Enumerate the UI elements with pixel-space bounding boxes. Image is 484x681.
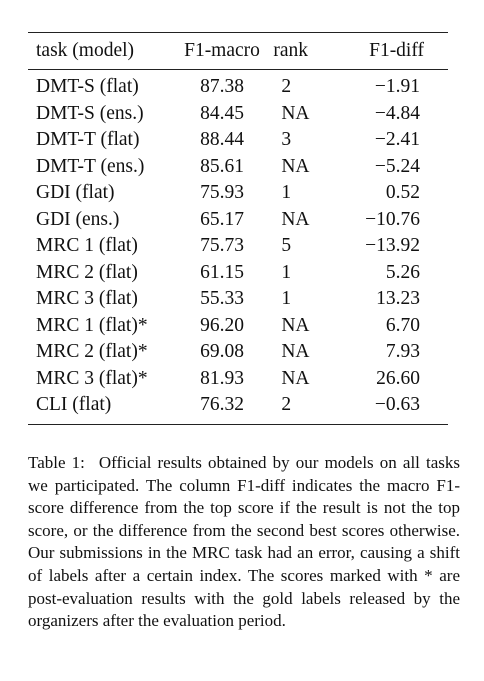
cell-task: DMT-T (flat) (36, 129, 140, 150)
cell-rank: 5 (281, 235, 292, 256)
cell-f1-diff: 26.60 (376, 367, 420, 389)
cell-rank: 2 (281, 76, 292, 97)
cell-f1-diff: −5.24 (374, 155, 420, 177)
cell-rank: NA (281, 102, 310, 124)
header-f1-diff: F1-diff (369, 39, 424, 61)
cell-f1-macro: 84.45 (200, 102, 244, 124)
header-f1-macro: F1-macro (184, 39, 260, 61)
cell-f1-macro: 75.93 (200, 182, 244, 203)
cell-task: MRC 2 (flat) (36, 261, 138, 283)
table-row: MRC 3 (flat)* 81.93 NA 26.60 (28, 366, 448, 393)
cell-f1-diff: 13.23 (376, 288, 420, 309)
table-row: DMT-T (ens.) 85.61 NA −5.24 (28, 154, 448, 181)
cell-task: DMT-T (ens.) (36, 155, 145, 177)
table-row: DMT-S (ens.) 84.45 NA −4.84 (28, 101, 448, 128)
cell-f1-diff: −1.91 (374, 76, 420, 97)
cell-task: MRC 3 (flat) (36, 288, 138, 309)
cell-rank: NA (281, 208, 310, 230)
cell-f1-macro: 87.38 (200, 76, 244, 97)
table-caption: Table 1: Official results obtained by our… (28, 452, 460, 633)
caption-label: Table 1: (28, 453, 85, 472)
header-task: task (model) (36, 39, 135, 61)
header-row: task (model) F1-macro rank F1-diff (28, 32, 448, 70)
cell-f1-diff: −13.92 (365, 235, 420, 256)
cell-task: DMT-S (flat) (36, 76, 139, 97)
cell-f1-macro: 65.17 (200, 208, 244, 230)
table-row: MRC 1 (flat)* 96.20 NA 6.70 (28, 313, 448, 340)
cell-rank: 3 (281, 129, 292, 150)
cell-f1-diff: −10.76 (365, 208, 420, 230)
table-row: MRC 2 (flat) 61.15 1 5.26 (28, 260, 448, 287)
cell-rank: 1 (281, 288, 292, 309)
table-row: MRC 3 (flat) 55.33 1 13.23 (28, 286, 448, 313)
cell-f1-macro: 55.33 (200, 288, 244, 309)
cell-f1-macro: 96.20 (200, 314, 244, 336)
cell-rank: NA (281, 367, 310, 389)
table-row: MRC 2 (flat)* 69.08 NA 7.93 (28, 339, 448, 366)
cell-f1-diff: −4.84 (374, 102, 420, 124)
cell-task: CLI (flat) (36, 394, 112, 415)
cell-f1-diff: 6.70 (385, 314, 420, 336)
cell-task: MRC 1 (flat)* (36, 314, 148, 336)
table-row: GDI (flat) 75.93 1 0.52 (28, 180, 448, 207)
table-body: DMT-S (flat) 87.38 2 −1.91 DMT-S (ens.) 84.45… (28, 70, 448, 424)
cell-f1-macro: 76.32 (200, 394, 244, 415)
cell-task: GDI (flat) (36, 182, 115, 203)
results-table: task (model) F1-macro rank F1-diff DMT-S… (28, 32, 448, 425)
cell-task: GDI (ens.) (36, 208, 120, 230)
table-row: GDI (ens.) 65.17 NA −10.76 (28, 207, 448, 234)
cell-rank: 1 (281, 261, 292, 283)
cell-f1-diff: 7.93 (385, 341, 420, 362)
cell-rank: NA (281, 341, 310, 362)
table-row: DMT-T (flat) 88.44 3 −2.41 (28, 127, 448, 154)
cell-f1-diff: 5.26 (385, 261, 420, 283)
cell-task: MRC 2 (flat)* (36, 341, 148, 362)
cell-f1-diff: 0.52 (385, 182, 420, 203)
caption-text: Official results obtained by our models … (28, 453, 461, 631)
cell-f1-macro: 69.08 (200, 341, 244, 362)
table-row: CLI (flat) 76.32 2 −0.63 (28, 392, 448, 424)
cell-f1-macro: 85.61 (200, 155, 244, 177)
table-row: MRC 1 (flat) 75.73 5 −13.92 (28, 233, 448, 260)
cell-task: MRC 1 (flat) (36, 235, 138, 256)
cell-task: MRC 3 (flat)* (36, 367, 148, 389)
table-row: DMT-S (flat) 87.38 2 −1.91 (28, 70, 448, 101)
cell-rank: NA (281, 314, 310, 336)
cell-f1-macro: 88.44 (200, 129, 244, 150)
cell-rank: 2 (281, 394, 292, 415)
cell-task: DMT-S (ens.) (36, 102, 144, 124)
header-rank: rank (273, 39, 308, 61)
cell-f1-macro: 81.93 (200, 367, 244, 389)
cell-f1-diff: −2.41 (374, 129, 420, 150)
table-header: task (model) F1-macro rank F1-diff (28, 32, 448, 70)
cell-rank: 1 (281, 182, 292, 203)
cell-f1-macro: 75.73 (200, 235, 244, 256)
cell-f1-macro: 61.15 (200, 261, 244, 283)
cell-f1-diff: −0.63 (374, 394, 420, 415)
cell-rank: NA (281, 155, 310, 177)
